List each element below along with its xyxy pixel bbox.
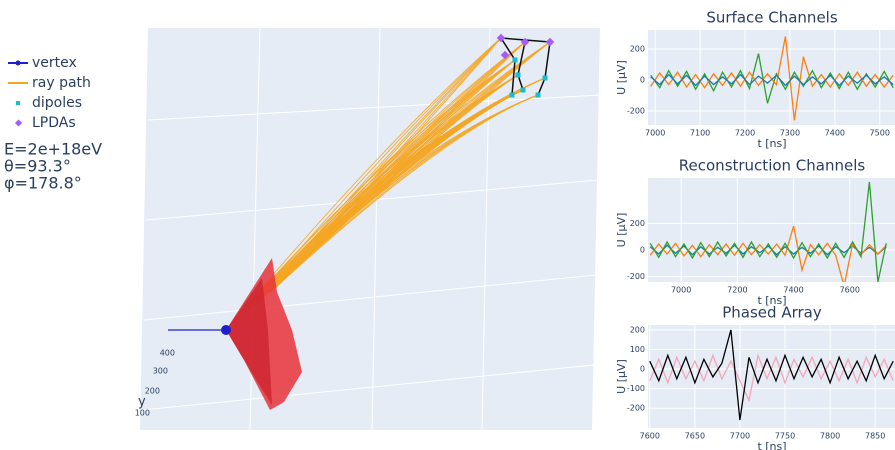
waveform	[649, 181, 887, 282]
y-tick-label: 0	[640, 365, 645, 374]
chart-title: Surface Channels	[706, 9, 837, 27]
axis-title: y	[138, 395, 146, 410]
chart-title: Reconstruction Channels	[679, 157, 866, 175]
y-tick-label: 100	[135, 409, 150, 418]
dipole	[515, 72, 521, 78]
ray-path	[269, 37, 502, 293]
plot-background	[648, 325, 895, 428]
y-tick-label: 200	[145, 387, 160, 396]
ray-path	[261, 37, 502, 299]
y-tick-label: 200	[630, 44, 645, 53]
y-tick-label: -200	[627, 272, 645, 281]
ray-path	[274, 77, 546, 289]
x-tick-label: 7000	[671, 286, 691, 295]
dipole	[512, 57, 518, 63]
y-axis-title: U [μV]	[615, 213, 628, 248]
ray-path	[274, 37, 502, 289]
x-tick-label: 7300	[780, 129, 800, 138]
ray-path	[254, 37, 502, 306]
y-tick-label: -200	[627, 404, 645, 413]
legend-label: LPDAs	[32, 115, 76, 131]
legend-label: vertex	[32, 55, 77, 71]
ray-path	[244, 37, 502, 313]
dipole	[509, 92, 515, 98]
y-tick-label: 400	[160, 349, 175, 358]
plot-background	[648, 178, 895, 282]
y-tick-label: 0	[640, 246, 645, 255]
y-tick-label: 200	[630, 325, 645, 334]
x-tick-label: 7100	[690, 129, 710, 138]
x-tick-label: 7400	[825, 129, 845, 138]
ray-path	[235, 37, 502, 319]
x-tick-label: 7700	[730, 432, 750, 441]
x-axis-title: t [ns]	[757, 137, 786, 150]
scene-3d[interactable]	[140, 27, 601, 431]
ray-path	[274, 74, 519, 289]
dipole	[542, 75, 548, 81]
y-tick-label: 200	[630, 219, 645, 228]
annotation: φ=178.8°	[4, 174, 82, 193]
ray-path	[244, 59, 516, 313]
ray-path	[274, 59, 516, 289]
legend-symbol	[14, 119, 23, 127]
ray-path	[274, 94, 539, 289]
x-tick-label: 7200	[727, 286, 747, 295]
waveform	[650, 73, 894, 87]
y-tick-label: 100	[630, 345, 645, 354]
y-tick-label: 0	[640, 75, 645, 84]
x-tick-label: 7650	[685, 432, 705, 441]
dipole	[535, 92, 541, 98]
x-tick-label: 7000	[645, 129, 665, 138]
x-tick-label: 7750	[775, 432, 795, 441]
x-tick-label: 7850	[865, 432, 885, 441]
waveform	[649, 225, 887, 282]
x-tick-label: 7200	[735, 129, 755, 138]
x-tick-label: 7600	[840, 286, 860, 295]
x-tick-label: 7400	[783, 286, 803, 295]
legend-label: dipoles	[32, 95, 82, 111]
legend-symbol	[16, 101, 20, 105]
legend-label: ray path	[32, 75, 91, 91]
waveform	[649, 329, 894, 421]
chart-title: Phased Array	[722, 304, 822, 322]
annotation: θ=93.3°	[4, 157, 71, 176]
scene-background	[140, 28, 600, 430]
shower-cone	[226, 278, 272, 405]
dipole	[520, 87, 526, 93]
series-group	[649, 181, 887, 282]
lpda	[500, 50, 510, 60]
series-group	[650, 36, 894, 121]
y-tick-label: -100	[627, 384, 645, 393]
legend-symbol	[15, 60, 21, 66]
annotation: E=2e+18eV	[4, 140, 102, 159]
y-tick-label: 300	[153, 367, 168, 376]
x-tick-label: 7800	[820, 432, 840, 441]
y-axis-title: U [μV]	[615, 60, 628, 95]
x-axis-title: t [ns]	[757, 440, 786, 450]
x-axis-title: t [ns]	[757, 294, 786, 307]
y-tick-label: -200	[627, 107, 645, 116]
x-tick-label: 7600	[640, 432, 660, 441]
y-axis-title: U [μV]	[615, 359, 628, 394]
lpda	[496, 33, 506, 43]
waveform	[649, 244, 887, 256]
series-group	[649, 329, 894, 421]
vertex	[221, 325, 231, 335]
x-tick-label: 7500	[870, 129, 890, 138]
